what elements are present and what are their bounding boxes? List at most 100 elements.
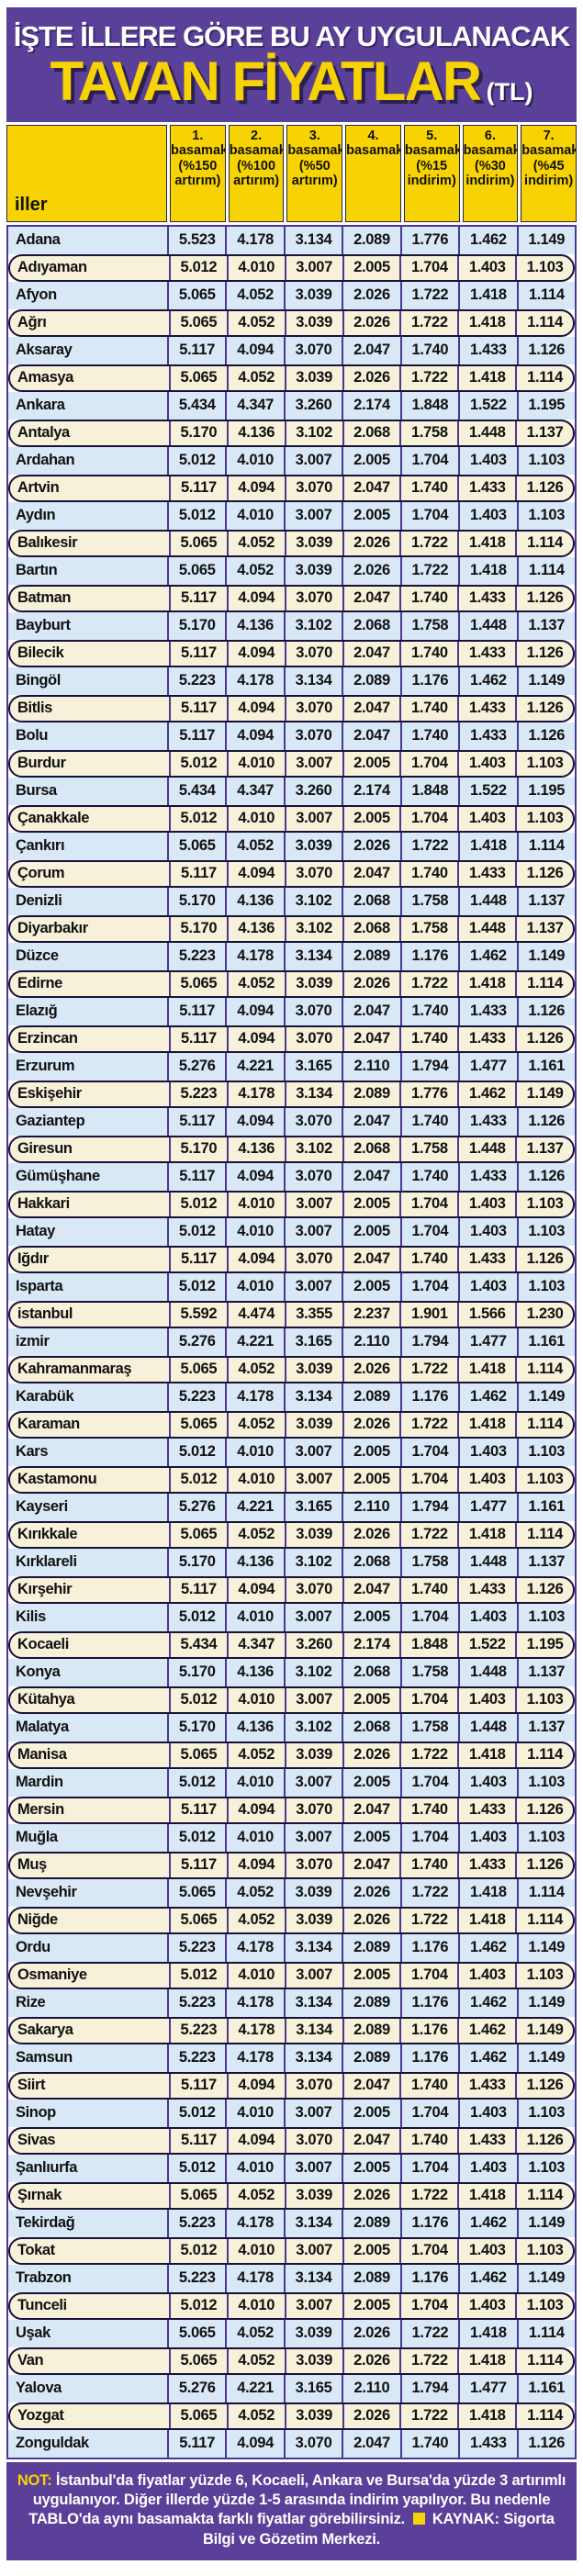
price-cell: 2.068 <box>342 611 399 640</box>
price-cell: 1.103 <box>515 2238 573 2263</box>
price-cell: 2.026 <box>342 531 400 555</box>
price-cell: 1.230 <box>515 1302 573 1327</box>
price-cell: 1.418 <box>457 531 515 555</box>
price-cell: 5.065 <box>169 971 227 996</box>
price-cell: 5.523 <box>167 226 225 254</box>
province-name: Şanlıurfa <box>16 2159 78 2177</box>
price-cell: 1.161 <box>516 1052 575 1081</box>
price-cell: 2.047 <box>342 2073 400 2098</box>
price-cell: 1.758 <box>399 1137 457 1161</box>
price-cell: 1.114 <box>515 1522 573 1547</box>
price-cell: 3.007 <box>284 1467 342 1492</box>
price-cell: 5.276 <box>167 2374 225 2402</box>
price-cell: 5.223 <box>167 2264 225 2292</box>
price-cell: 1.704 <box>399 2099 458 2127</box>
price-cell: 3.134 <box>283 1988 342 2017</box>
price-cell: 4.010 <box>225 446 283 475</box>
price-cell: 5.117 <box>169 1577 227 1602</box>
price-cell: 4.178 <box>225 2044 283 2072</box>
price-cell: 3.007 <box>283 2099 342 2127</box>
province-name: Yalova <box>16 2380 62 2397</box>
price-cell: 5.065 <box>169 310 227 335</box>
price-cell: 1.403 <box>457 806 515 831</box>
price-cell: 5.012 <box>167 1438 225 1466</box>
table-row: Edirne 5.065 4.052 3.039 2.026 1.722 1.4… <box>8 969 575 998</box>
table-row: Aydın 5.012 4.010 3.007 2.005 1.704 1.40… <box>8 501 575 530</box>
table-row: Erzurum 5.276 4.221 3.165 2.110 1.794 1.… <box>8 1052 575 1081</box>
price-cell: 1.418 <box>457 2348 515 2373</box>
price-cell: 1.704 <box>399 1217 458 1246</box>
column-header-iller: iller <box>6 124 167 222</box>
price-cell: 1.403 <box>458 1768 516 1797</box>
price-cell: 3.070 <box>284 476 342 500</box>
price-cell: 5.012 <box>169 751 227 776</box>
price-cell: 4.178 <box>225 2264 283 2292</box>
price-cell: 1.126 <box>515 696 573 721</box>
price-cell: 1.103 <box>516 1823 575 1852</box>
price-cell: 1.740 <box>399 1107 458 1136</box>
price-cell: 5.012 <box>167 2099 225 2127</box>
price-cell: 1.137 <box>516 887 575 915</box>
price-cell: 4.010 <box>225 1768 283 1797</box>
price-cell: 1.418 <box>458 281 516 309</box>
price-cell: 4.010 <box>226 2238 285 2263</box>
province-name: Tokat <box>17 2242 55 2259</box>
price-cell: 5.012 <box>167 1217 225 1246</box>
price-cell: 1.137 <box>515 916 573 941</box>
price-cell: 1.740 <box>399 722 458 750</box>
price-cell: 1.462 <box>458 1383 516 1411</box>
price-cell: 4.136 <box>226 1137 285 1161</box>
province-name: Kırıkkale <box>17 1526 78 1543</box>
province-name: Tunceli <box>17 2297 67 2314</box>
price-cell: 1.176 <box>399 1383 458 1411</box>
price-cell: 4.010 <box>226 1963 285 1988</box>
price-cell: 1.433 <box>458 1162 516 1191</box>
table-row: Karabük 5.223 4.178 3.134 2.089 1.176 1.… <box>8 1383 575 1411</box>
price-cell: 3.007 <box>284 255 342 280</box>
table-row: Tekirdağ 5.223 4.178 3.134 2.089 1.176 1… <box>8 2209 575 2237</box>
price-cell: 4.010 <box>225 2099 283 2127</box>
price-cell: 1.403 <box>458 2099 516 2127</box>
price-cell: 3.007 <box>283 1603 342 1631</box>
price-cell: 1.176 <box>399 2018 457 2043</box>
price-cell: 4.221 <box>225 1493 283 1521</box>
price-cell: 1.740 <box>399 1162 458 1191</box>
province-name: Artvin <box>17 479 60 497</box>
price-cell: 4.052 <box>226 365 285 390</box>
price-cell: 4.052 <box>225 2319 283 2347</box>
price-cell: 1.448 <box>457 1137 515 1161</box>
price-cell: 4.178 <box>225 1933 283 1962</box>
price-cell: 5.065 <box>169 1357 227 1382</box>
column-header-4: 4. basamak <box>345 124 401 222</box>
province-name: Hatay <box>16 1223 55 1240</box>
price-cell: 5.065 <box>169 1908 227 1932</box>
province-name: Nevşehir <box>16 1884 77 1901</box>
price-cell: 1.522 <box>458 391 516 420</box>
price-cell: 1.433 <box>457 696 515 721</box>
price-cell: 3.007 <box>284 1963 342 1988</box>
province-name: Burdur <box>17 755 66 772</box>
price-cell: 1.403 <box>457 1192 515 1216</box>
province-name: Kahramanmaraş <box>17 1361 132 1378</box>
price-cell: 1.758 <box>399 916 457 941</box>
price-cell: 1.740 <box>399 696 457 721</box>
price-cell: 2.026 <box>342 2403 400 2428</box>
price-cell: 2.089 <box>342 1081 400 1106</box>
kicker-text: İŞTE İLLERE GÖRE BU AY UYGULANACAK <box>13 20 571 52</box>
price-cell: 1.794 <box>399 1052 458 1081</box>
price-cell: 4.094 <box>226 1853 285 1877</box>
price-cell: 1.149 <box>516 1383 575 1411</box>
price-cell: 1.704 <box>399 1467 457 1492</box>
price-cell: 2.089 <box>342 2018 400 2043</box>
price-cell: 1.722 <box>399 1412 457 1437</box>
table-row: Uşak 5.065 4.052 3.039 2.026 1.722 1.418… <box>8 2319 575 2347</box>
price-cell: 5.065 <box>167 556 225 585</box>
price-cell: 3.102 <box>284 420 342 445</box>
price-cell: 4.010 <box>226 2293 285 2318</box>
price-cell: 1.403 <box>457 1687 515 1712</box>
price-cell: 5.012 <box>169 806 227 831</box>
price-cell: 4.178 <box>226 2018 285 2043</box>
province-name: Bursa <box>16 782 57 800</box>
price-cell: 1.403 <box>457 2293 515 2318</box>
province-name: Kars <box>16 1443 49 1461</box>
